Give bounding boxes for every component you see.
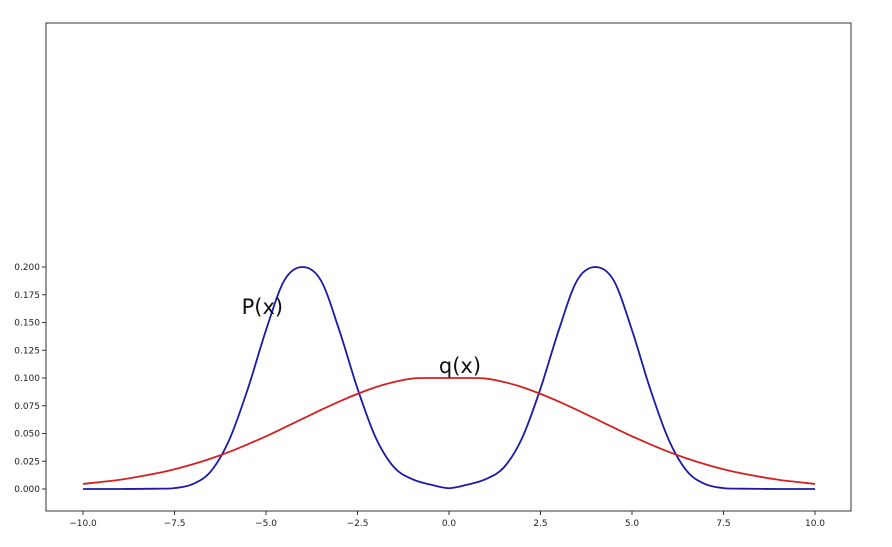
x-tick-label: 10.0	[805, 519, 825, 529]
x-tick-label: 0.0	[442, 519, 457, 529]
y-tick-label: 0.075	[14, 402, 40, 412]
y-tick-label: 0.050	[14, 430, 40, 440]
y-tick-label: 0.000	[14, 485, 40, 495]
plot-area: −10.0 −7.5 −5.0 −2.5 0.0 2.5 5.0 7.5 10.0 0.000 0.…	[14, 22, 852, 529]
y-tick-label: 0.100	[14, 374, 40, 384]
x-tick-label: 7.5	[716, 519, 730, 529]
x-tick-label: −10.0	[69, 519, 97, 529]
y-tick-label: 0.150	[14, 319, 40, 329]
x-tick-label: −2.5	[347, 519, 369, 529]
annotation-label-0: P(x)	[242, 295, 283, 319]
y-tick-label: 0.175	[14, 291, 40, 301]
x-tick-label: 2.5	[533, 519, 547, 529]
y-tick-label: 0.125	[14, 346, 40, 356]
x-tick-label: −7.5	[164, 519, 186, 529]
x-tick-label: −5.0	[255, 519, 277, 529]
series-line-1	[82, 377, 816, 485]
x-tick-label: 5.0	[625, 519, 640, 529]
annotation-label-1: q(x)	[439, 354, 481, 378]
y-tick-label: 0.025	[14, 457, 40, 467]
series-line-0	[82, 266, 816, 490]
axes-frame	[45, 22, 852, 512]
y-tick-label: 0.200	[14, 263, 40, 273]
